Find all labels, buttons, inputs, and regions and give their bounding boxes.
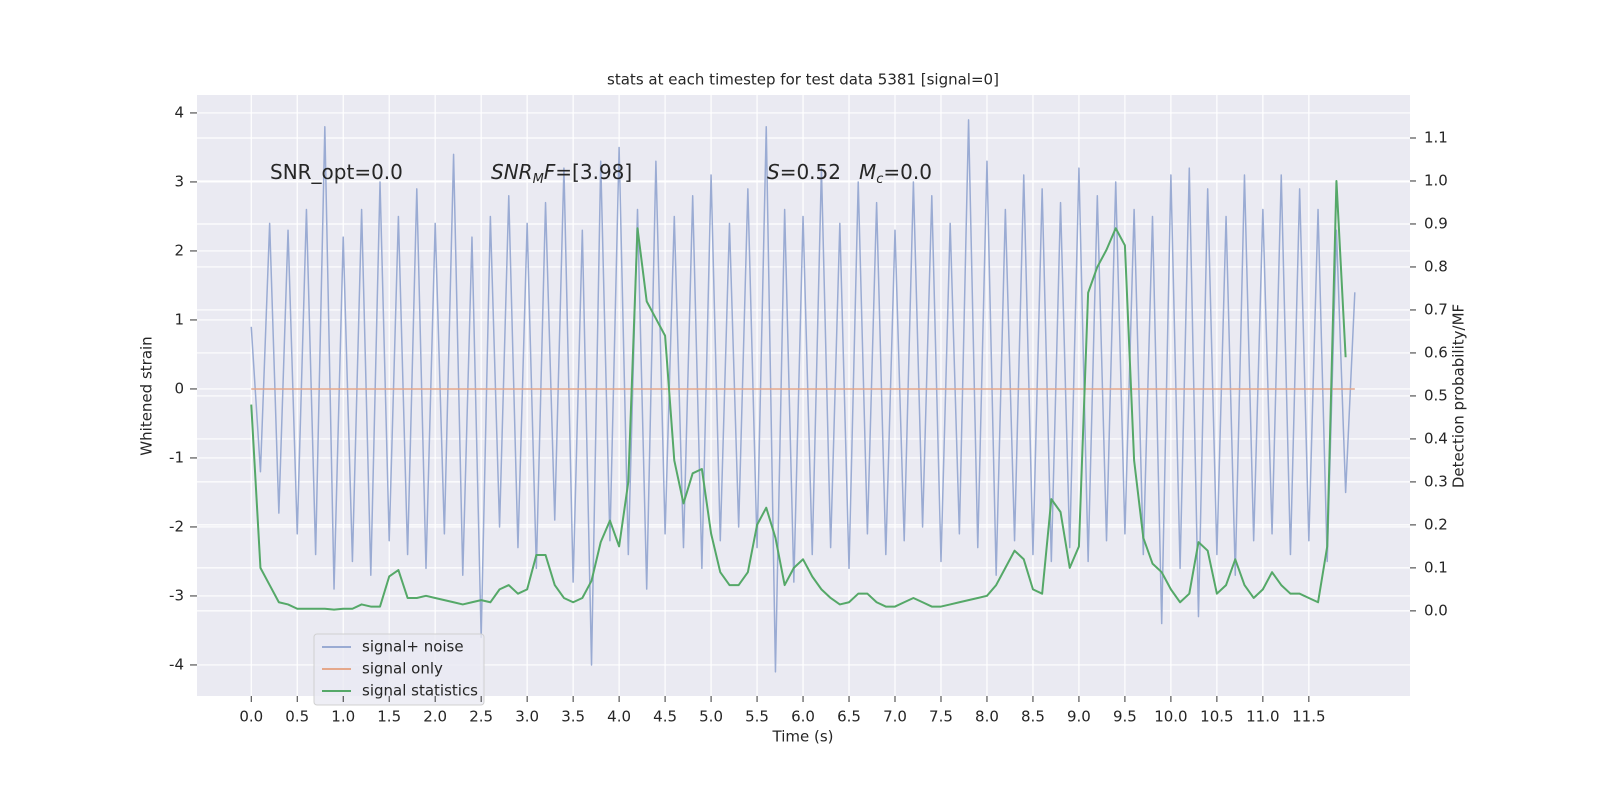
- annotation-subscript: M: [533, 172, 544, 187]
- x-tick-label: 0.0: [239, 708, 263, 726]
- annotation-text: =[3.98]: [555, 160, 632, 184]
- x-tick-label: 9.0: [1067, 708, 1091, 726]
- series-line: [250, 179, 1347, 611]
- y2-tick-label: 0.4: [1424, 429, 1448, 447]
- x-tick-label: 6.0: [791, 708, 815, 726]
- x-tick-label: 3.0: [515, 708, 539, 726]
- x-tick-label: 10.0: [1154, 708, 1187, 726]
- y2-tick-label: 0.3: [1424, 472, 1448, 490]
- y-tick-label: 1: [174, 310, 184, 328]
- annotation-text: F: [544, 160, 556, 184]
- x-tick-label: 4.5: [653, 708, 677, 726]
- y-tick-label: -3: [169, 586, 184, 604]
- y-tick-label: 4: [174, 103, 184, 121]
- legend-box: [313, 633, 485, 706]
- x-tick-label: 6.5: [837, 708, 861, 726]
- y2-tick-label: 0.8: [1424, 257, 1448, 275]
- x-tick-label: 1.0: [331, 708, 355, 726]
- y-tick-label: -4: [169, 655, 184, 673]
- x-tick-label: 5.0: [699, 708, 723, 726]
- x-tick-label: 3.5: [561, 708, 585, 726]
- annotation-text: M: [859, 160, 876, 184]
- y2-tick-label: 0.2: [1424, 515, 1448, 533]
- annotation-text: SNR: [491, 160, 533, 184]
- x-tick-label: 8.5: [1021, 708, 1045, 726]
- y2-tick-label: 0.5: [1424, 386, 1448, 404]
- chart-title: stats at each timestep for test data 538…: [607, 71, 999, 89]
- y-tick-label: -2: [169, 517, 184, 535]
- y2-tick-label: 0.1: [1424, 558, 1448, 576]
- annotation: SNR_opt=0.0: [270, 160, 403, 184]
- annotation-text: =0.0: [883, 160, 932, 184]
- x-tick-label: 11.0: [1246, 708, 1279, 726]
- x-tick-label: 5.5: [745, 708, 769, 726]
- y-axis-label: Whitened strain: [138, 336, 156, 455]
- y2-axis-label: Detection probability/MF: [1450, 304, 1468, 488]
- x-tick-label: 10.5: [1200, 708, 1233, 726]
- x-tick-label: 2.0: [423, 708, 447, 726]
- annotation-text: =0.52: [780, 160, 841, 184]
- x-axis-label: Time (s): [772, 728, 834, 746]
- legend-label: signal statistics: [362, 682, 478, 700]
- annotation-text: S: [767, 160, 780, 184]
- x-tick-label: 8.0: [975, 708, 999, 726]
- legend: signal+ noise signal only signal statistic…: [313, 633, 485, 706]
- y-tick-label: -1: [169, 448, 184, 466]
- y-tick-label: 3: [174, 172, 184, 190]
- y2-tick-label: 1.0: [1424, 171, 1448, 189]
- y2-tick-label: 0.6: [1424, 343, 1448, 361]
- x-tick-label: 0.5: [285, 708, 309, 726]
- y-tick-label: 0: [174, 379, 184, 397]
- x-tick-label: 9.5: [1113, 708, 1137, 726]
- x-tick-label: 2.5: [469, 708, 493, 726]
- y2-tick-label: 1.1: [1424, 128, 1448, 146]
- x-tick-label: 11.5: [1292, 708, 1325, 726]
- y2-tick-label: 0.7: [1424, 300, 1448, 318]
- legend-label: signal only: [362, 660, 443, 678]
- y2-tick-label: 0.0: [1424, 601, 1448, 619]
- annotation-text: SNR_opt=0.0: [270, 160, 403, 184]
- annotation: SNRMF=[3.98]: [491, 160, 632, 187]
- series-line: [250, 119, 1356, 673]
- grid: [197, 95, 1410, 696]
- annotation: S=0.52 Mc=0.0: [767, 160, 932, 187]
- legend-label: signal+ noise: [362, 638, 464, 656]
- x-tick-label: 1.5: [377, 708, 401, 726]
- y-tick-label: 2: [174, 241, 184, 259]
- marks: [250, 119, 1356, 673]
- x-tick-label: 7.5: [929, 708, 953, 726]
- y2-tick-label: 0.9: [1424, 214, 1448, 232]
- annotation-subscript: c: [876, 172, 883, 187]
- x-tick-label: 7.0: [883, 708, 907, 726]
- x-tick-label: 4.0: [607, 708, 631, 726]
